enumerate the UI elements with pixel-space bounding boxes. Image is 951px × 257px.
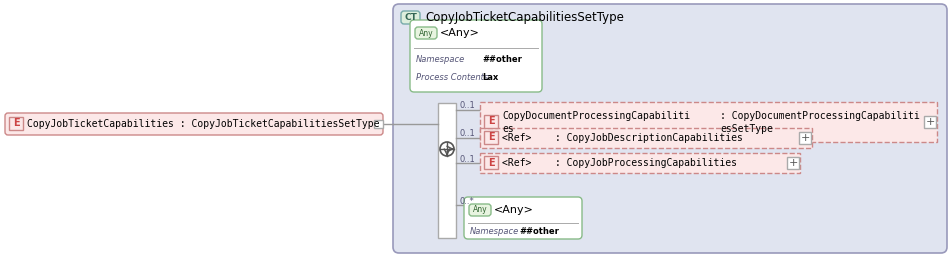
Text: <Ref>    : CopyJobProcessingCapabilities: <Ref> : CopyJobProcessingCapabilities xyxy=(502,158,737,168)
FancyBboxPatch shape xyxy=(410,20,542,92)
Bar xyxy=(480,153,800,173)
Bar xyxy=(480,128,812,148)
Text: 0..1: 0..1 xyxy=(459,130,475,139)
Bar xyxy=(438,103,456,238)
Bar xyxy=(799,132,811,144)
Text: CopyJobTicketCapabilities : CopyJobTicketCapabilitiesSetType: CopyJobTicketCapabilities : CopyJobTicke… xyxy=(27,119,379,129)
Bar xyxy=(374,120,383,128)
FancyBboxPatch shape xyxy=(469,204,491,216)
Bar xyxy=(484,131,498,144)
Bar xyxy=(924,116,936,128)
Text: ##other: ##other xyxy=(482,56,522,65)
Bar xyxy=(787,157,799,169)
Text: E: E xyxy=(488,133,495,142)
Text: +: + xyxy=(788,158,798,168)
Text: <Any>: <Any> xyxy=(494,205,534,215)
Text: Any: Any xyxy=(418,29,434,38)
FancyBboxPatch shape xyxy=(393,4,947,253)
Text: Process Contents: Process Contents xyxy=(416,72,488,81)
Bar xyxy=(484,115,498,128)
Text: esSetType: esSetType xyxy=(720,124,773,134)
Text: CT: CT xyxy=(404,13,417,22)
Text: Any: Any xyxy=(473,206,487,215)
Text: 0..1: 0..1 xyxy=(459,102,475,111)
FancyBboxPatch shape xyxy=(5,113,383,135)
Circle shape xyxy=(440,142,454,156)
Text: <Any>: <Any> xyxy=(440,28,480,38)
Text: 0..1: 0..1 xyxy=(459,154,475,163)
Text: Lax: Lax xyxy=(482,72,498,81)
Text: es: es xyxy=(502,124,514,134)
Text: E: E xyxy=(488,116,495,126)
FancyBboxPatch shape xyxy=(401,11,420,24)
Bar xyxy=(484,156,498,169)
Text: Namespace: Namespace xyxy=(470,227,519,236)
Text: +: + xyxy=(925,117,935,127)
Text: ##other: ##other xyxy=(519,227,559,236)
Bar xyxy=(480,102,937,142)
Bar xyxy=(9,117,23,130)
Text: E: E xyxy=(488,158,495,168)
Text: +: + xyxy=(801,133,809,143)
Text: CopyDocumentProcessingCapabiliti: CopyDocumentProcessingCapabiliti xyxy=(502,111,690,121)
Text: <Ref>    : CopyJobDescriptionCapabilities: <Ref> : CopyJobDescriptionCapabilities xyxy=(502,133,743,143)
Text: 0..*: 0..* xyxy=(459,197,474,206)
Text: Namespace: Namespace xyxy=(416,56,465,65)
Text: CopyJobTicketCapabilitiesSetType: CopyJobTicketCapabilitiesSetType xyxy=(425,11,624,24)
FancyBboxPatch shape xyxy=(415,27,437,39)
FancyBboxPatch shape xyxy=(464,197,582,239)
Text: : CopyDocumentProcessingCapabiliti: : CopyDocumentProcessingCapabiliti xyxy=(720,111,920,121)
Text: E: E xyxy=(12,118,19,128)
